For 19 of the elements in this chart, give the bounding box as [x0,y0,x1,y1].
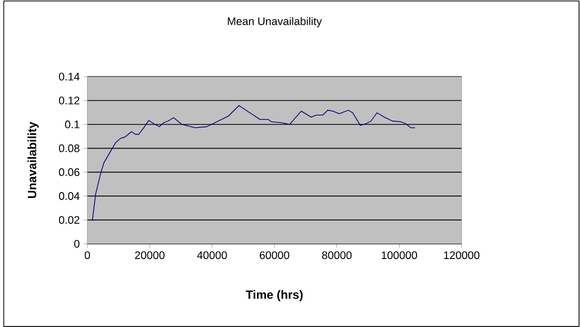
x-tick-label: 60000 [260,251,290,259]
y-tick-label: 0.14 [59,72,80,80]
y-tick-label: 0.08 [59,144,80,152]
line-series [92,104,416,221]
x-tick-label: 40000 [197,251,227,259]
y-tick-label: 0 [74,240,80,248]
y-tick-label: 0.02 [59,216,80,224]
y-tick-label: 0.12 [59,96,80,104]
x-tick-label: 20000 [135,251,165,259]
chart-title: Mean Unavailability [228,16,322,28]
y-tick-label: 0.1 [65,120,80,128]
y-tick-label: 0.04 [59,192,80,200]
x-tick-label: 80000 [322,251,352,259]
y-tick-label: 0.06 [59,168,80,176]
x-tick-label: 120000 [444,251,480,259]
y-axis-title: Unavailability [28,122,39,198]
x-axis-title: Time (hrs) [246,290,303,302]
x-tick-label: 100000 [382,251,418,259]
x-tick-label: 0 [84,251,90,259]
